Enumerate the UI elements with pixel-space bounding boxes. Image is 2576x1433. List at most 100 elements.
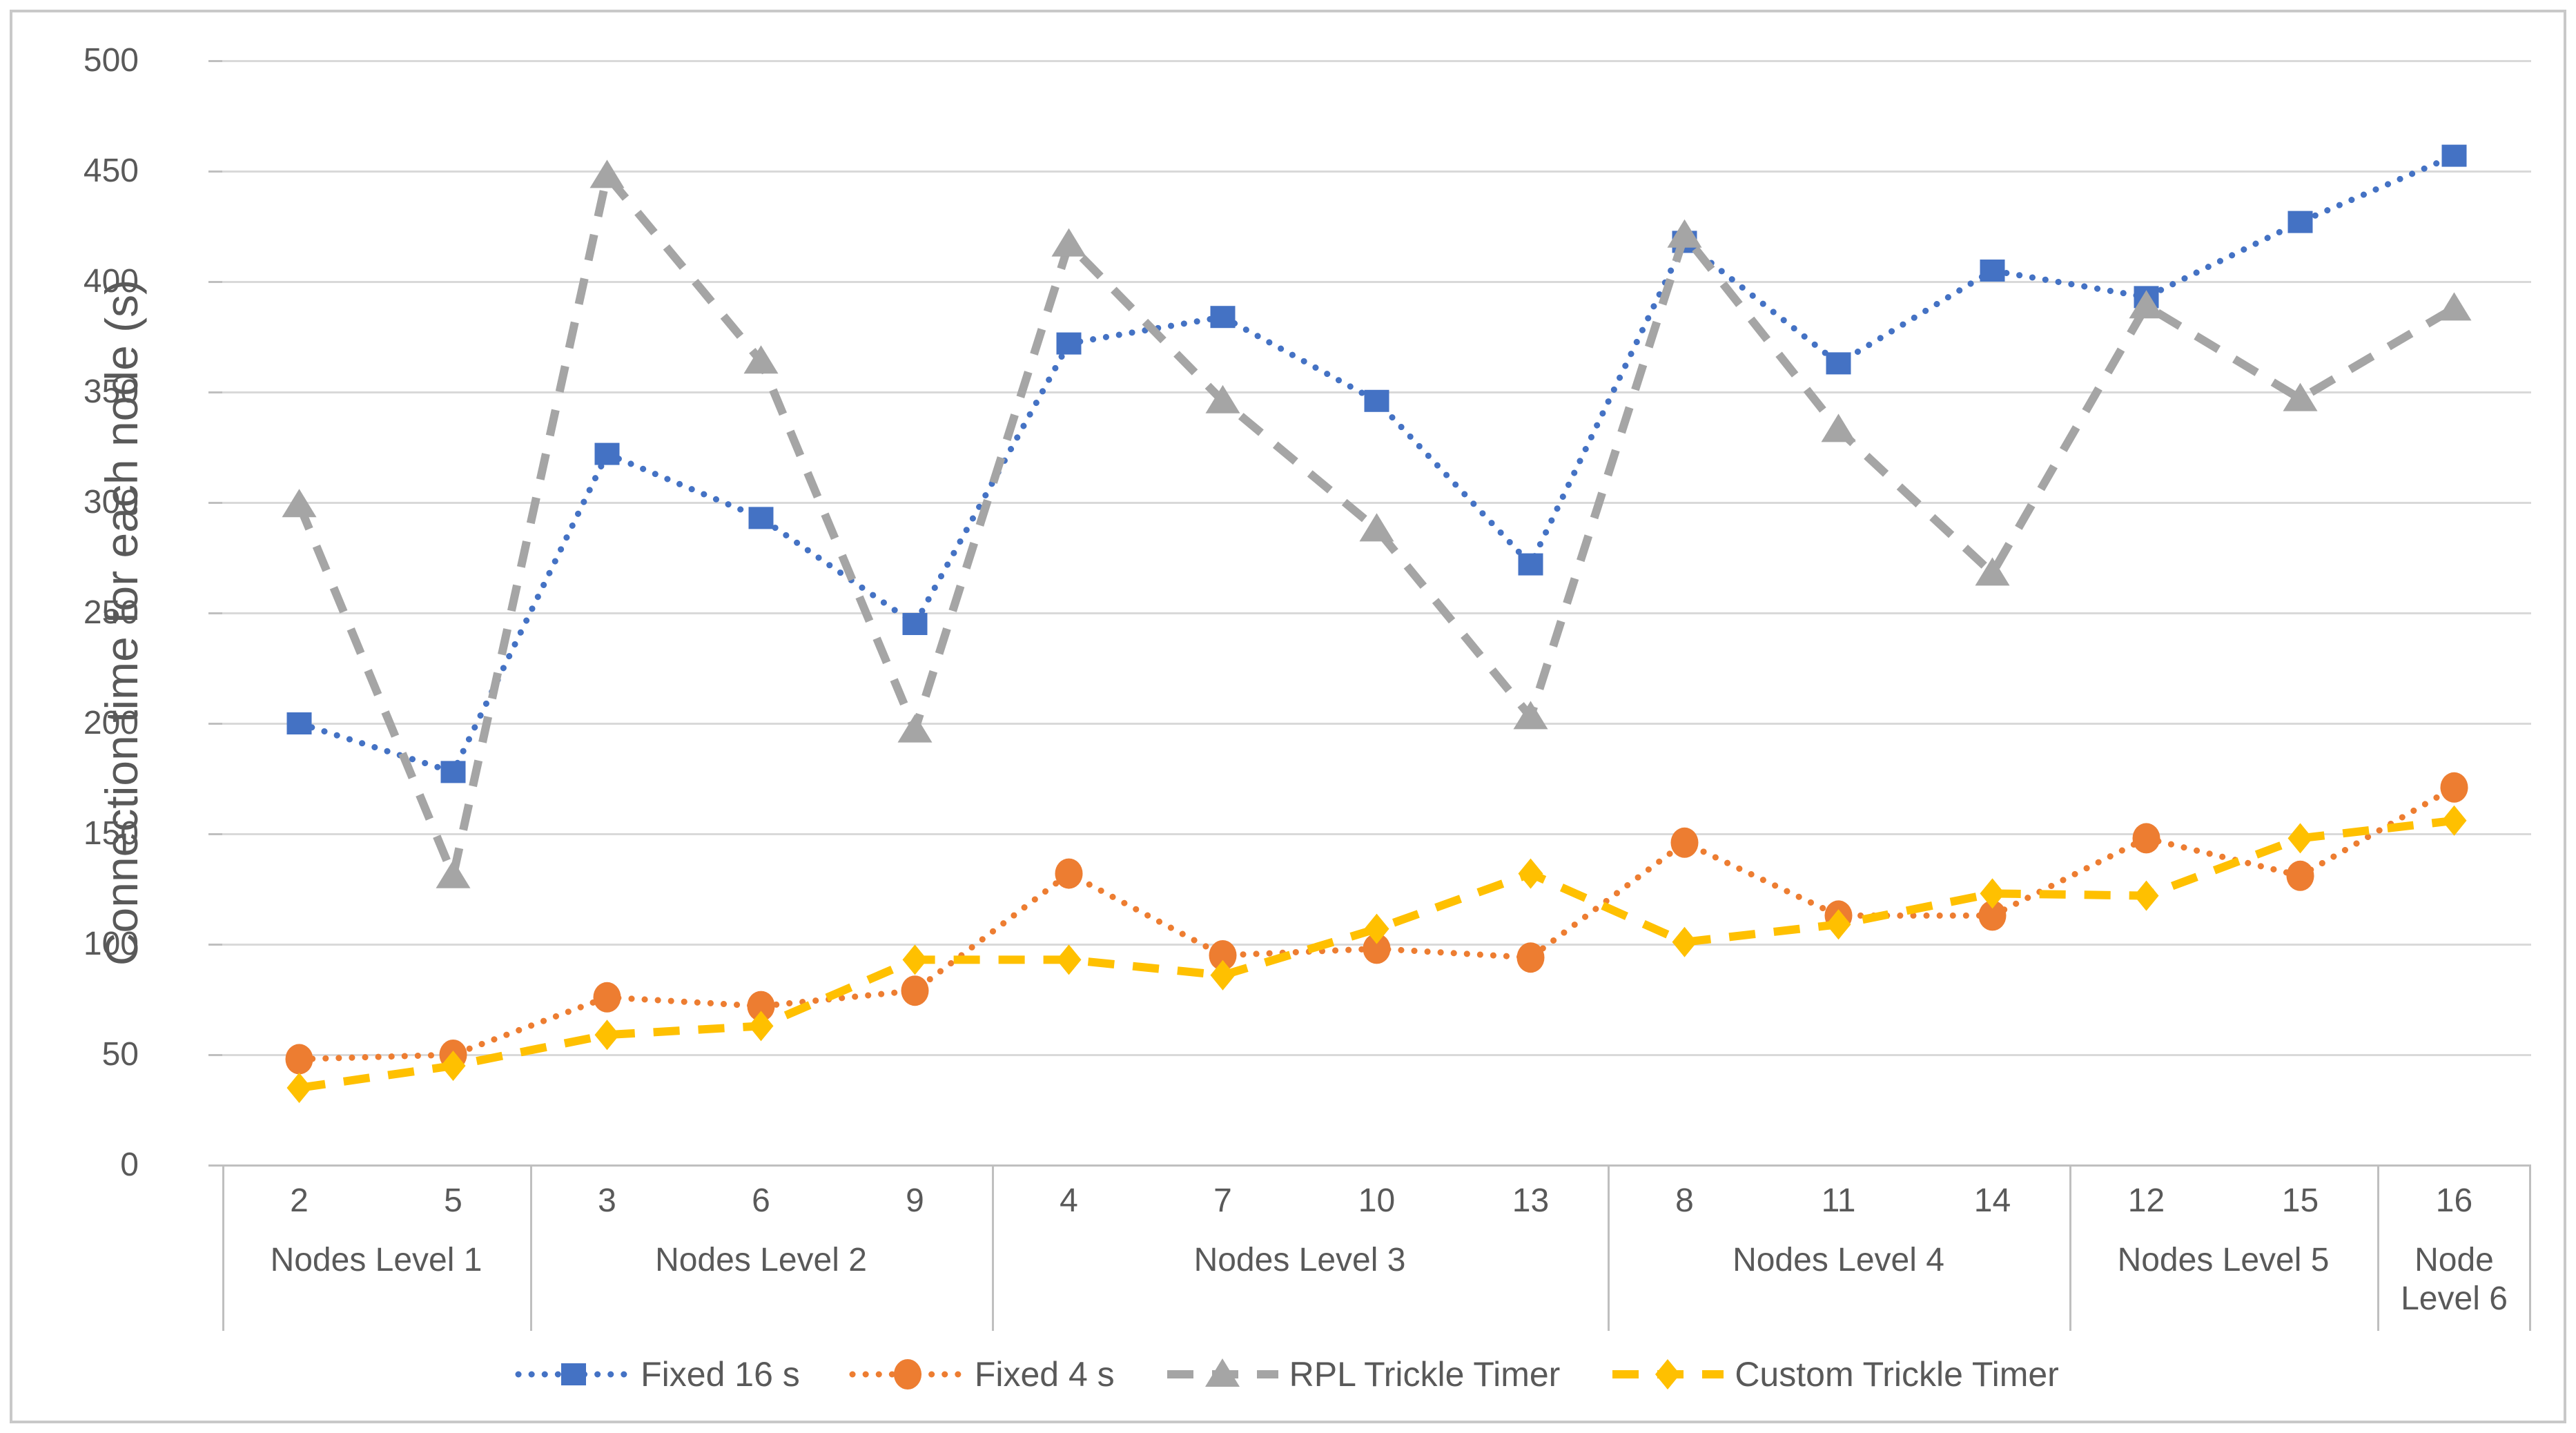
triangle-marker — [2437, 292, 2472, 321]
legend-marker-square — [515, 1363, 633, 1385]
y-tick-mark — [208, 170, 222, 173]
triangle-marker — [1513, 701, 1548, 730]
square-marker — [1826, 352, 1851, 375]
series-line-fixed-16-s — [296, 153, 2457, 776]
gridline-y-300 — [222, 501, 2531, 504]
y-tick-label: 250 — [83, 594, 139, 631]
diamond-marker — [1056, 944, 1082, 975]
category-label-node-6: 6 — [752, 1182, 770, 1219]
circle-marker — [2132, 823, 2160, 854]
category-label-node-2: 2 — [290, 1182, 309, 1219]
triangle-marker — [436, 859, 471, 888]
category-label-node-3: 3 — [598, 1182, 616, 1219]
group-label: Nodes Level 3 — [1193, 1242, 1406, 1278]
category-label-node-4: 4 — [1060, 1182, 1078, 1219]
circle-marker — [1363, 933, 1391, 964]
circle-marker — [1055, 858, 1083, 889]
triangle-marker — [1359, 513, 1394, 542]
triangle-marker — [1821, 413, 1856, 442]
square-marker — [2441, 144, 2467, 167]
series-line-custom-trickle-timer — [298, 816, 2455, 1092]
category-label-node-16: 16 — [2435, 1182, 2473, 1219]
group-separator — [2377, 1165, 2379, 1331]
triangle-marker — [1975, 557, 2010, 586]
y-tick-mark — [208, 722, 222, 725]
diamond-marker — [286, 1073, 312, 1103]
group-label: Nodes Level 1 — [270, 1242, 482, 1278]
gridline-y-0 — [222, 1164, 2531, 1167]
group-separator — [2069, 1165, 2071, 1331]
y-tick-label: 0 — [120, 1147, 139, 1183]
group-separator — [992, 1165, 994, 1331]
category-label-node-15: 15 — [2281, 1182, 2319, 1219]
circle-marker — [901, 975, 929, 1006]
diamond-marker — [1364, 913, 1389, 944]
category-label-node-11: 11 — [1821, 1182, 1856, 1219]
y-tick-mark — [208, 943, 222, 946]
series-layer — [282, 144, 2472, 1103]
triangle-marker — [589, 159, 625, 188]
square-marker — [2287, 211, 2313, 233]
group-separator — [530, 1165, 532, 1331]
category-label-node-14: 14 — [1973, 1182, 2011, 1219]
circle-marker — [593, 982, 621, 1013]
legend-label: RPL Trickle Timer — [1289, 1355, 1561, 1394]
group-label: Nodes Level 4 — [1733, 1242, 1944, 1278]
square-marker — [1364, 389, 1389, 412]
triangle-marker — [1204, 1358, 1240, 1387]
legend-item-rpl-trickle-timer: RPL Trickle Timer — [1166, 1354, 1561, 1394]
triangle-marker — [1205, 384, 1240, 413]
group-separator — [222, 1165, 224, 1331]
legend-marker-circle — [849, 1359, 967, 1390]
circle-marker — [2286, 860, 2314, 891]
category-label-node-7: 7 — [1213, 1182, 1232, 1219]
gridline-y-500 — [222, 59, 2531, 62]
diamond-marker — [1826, 909, 1851, 940]
group-separator — [2529, 1165, 2531, 1331]
category-label-node-12: 12 — [2127, 1182, 2165, 1219]
diamond-marker — [902, 944, 928, 975]
y-tick-mark — [208, 280, 222, 283]
square-marker — [1056, 332, 1082, 355]
y-tick-label: 150 — [83, 815, 139, 852]
diamond-marker — [1980, 878, 2005, 909]
gridline-y-400 — [222, 280, 2531, 283]
legend-marker-diamond — [1612, 1359, 1724, 1390]
legend-item-fixed-4-s: Fixed 4 s — [849, 1354, 1115, 1394]
legend-label: Fixed 16 s — [641, 1355, 800, 1394]
circle-marker — [747, 991, 775, 1022]
diamond-marker — [1672, 926, 1697, 957]
legend-item-custom-trickle-timer: Custom Trickle Timer — [1611, 1354, 2059, 1394]
y-tick-mark — [208, 1053, 222, 1056]
y-tick-label: 200 — [83, 705, 139, 741]
group-label: Nodes Level 5 — [2117, 1242, 2330, 1278]
legend-label: Custom Trickle Timer — [1735, 1355, 2059, 1394]
square-marker — [1518, 553, 1543, 576]
y-tick-label: 350 — [83, 373, 139, 410]
square-marker — [902, 613, 928, 635]
square-marker — [286, 712, 312, 734]
diamond-marker — [748, 1011, 774, 1042]
square-marker — [748, 507, 774, 529]
square-marker — [561, 1363, 587, 1385]
circle-marker — [1978, 900, 2007, 931]
diamond-marker — [2134, 880, 2159, 911]
y-tick-label: 450 — [83, 153, 139, 189]
circle-marker — [2440, 772, 2468, 803]
diamond-marker — [1518, 858, 1543, 889]
group-label: Nodes Level 2 — [655, 1242, 867, 1278]
triangle-marker — [282, 489, 317, 518]
category-label-node-5: 5 — [444, 1182, 462, 1219]
chart-frame — [10, 10, 2566, 1423]
diamond-marker — [1210, 959, 1236, 991]
square-marker — [440, 761, 466, 783]
legend-marker-triangle — [1167, 1358, 1278, 1387]
circle-marker — [1516, 942, 1545, 973]
circle-marker — [1209, 940, 1237, 971]
diamond-marker — [1655, 1359, 1681, 1390]
legend: Fixed 16 s Fixed 4 s RPL Trickle Timer Cust… — [0, 1354, 2576, 1394]
y-tick-label: 300 — [83, 484, 139, 520]
plot-area: 0 50 100 150 200 250 300 350 400 450 500 — [84, 44, 2531, 1182]
category-label-node-10: 10 — [1358, 1182, 1396, 1219]
